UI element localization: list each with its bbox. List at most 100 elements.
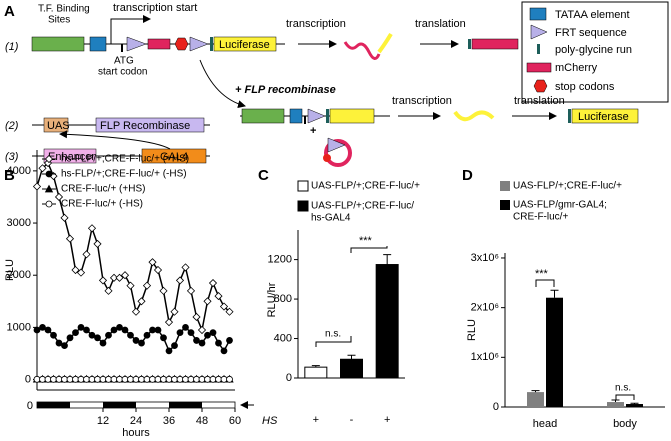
- tataa: [289, 108, 303, 124]
- marker: [83, 375, 90, 383]
- marker: [110, 375, 118, 383]
- y-axis-label: RLU: [4, 259, 16, 281]
- legend-label: UAS-FLP/+;CRE-F-luc/+: [311, 181, 420, 192]
- x-tick-label: 12: [97, 415, 109, 427]
- plus: +: [310, 125, 316, 137]
- luciferase-box: [213, 36, 277, 52]
- marker: [192, 312, 201, 322]
- marker: [120, 271, 130, 280]
- frt: [307, 108, 326, 124]
- legend-label: hs-GAL4: [311, 213, 351, 224]
- marker: [72, 375, 79, 383]
- marker: [71, 265, 80, 275]
- marker: [93, 239, 102, 248]
- bar: [607, 402, 624, 407]
- marker: [38, 164, 47, 173]
- legend-swatch: [297, 200, 309, 212]
- marker: [54, 192, 64, 202]
- legend-swatch: [530, 24, 548, 40]
- marker: [45, 170, 53, 178]
- frt: [189, 36, 209, 52]
- marker: [204, 331, 211, 339]
- marker: [44, 184, 54, 193]
- marker: [61, 375, 68, 383]
- y-tick-label: 1x10⁶: [471, 351, 499, 363]
- uas-box: [43, 117, 69, 133]
- polyg: [468, 39, 471, 49]
- luciferase-protein: [571, 108, 639, 124]
- x-tick-label: +: [313, 414, 319, 426]
- legend-label: mCherry: [555, 62, 598, 74]
- marker: [72, 329, 79, 337]
- error-bar: [611, 399, 620, 403]
- x-tick-label: -: [350, 414, 354, 426]
- y-tick-label: 4000: [7, 165, 31, 177]
- y-tick-label: 800: [274, 293, 292, 305]
- tss-label: transcription start: [113, 2, 197, 14]
- y-tick-label: 3x10⁶: [471, 252, 499, 264]
- marker: [131, 307, 141, 316]
- tss-arrow: [110, 15, 151, 44]
- marker: [121, 375, 129, 383]
- legend-swatch: [297, 180, 309, 192]
- dark-phase: [37, 402, 70, 408]
- marker: [160, 334, 167, 342]
- polyg: [210, 37, 213, 51]
- marker: [193, 337, 200, 344]
- flp-arrow: [199, 59, 246, 109]
- marker: [83, 326, 90, 334]
- tf-sites: [241, 108, 285, 124]
- marker: [226, 337, 233, 344]
- marker: [182, 323, 189, 331]
- marker: [77, 323, 85, 331]
- bracket: [535, 279, 555, 287]
- y-tick-label: 1000: [7, 321, 31, 333]
- marker: [33, 375, 41, 383]
- marker: [187, 329, 195, 337]
- marker: [39, 323, 46, 331]
- gal4-box: [141, 148, 207, 164]
- marker: [44, 326, 52, 334]
- bar: [340, 358, 363, 379]
- marker: [226, 375, 233, 383]
- bar: [375, 264, 399, 379]
- y-tick-label: 3000: [7, 217, 31, 229]
- marker: [44, 154, 54, 164]
- x-tick-label: body: [613, 418, 637, 430]
- translation-label: translation: [415, 18, 466, 30]
- marker: [170, 307, 179, 316]
- marker: [45, 200, 53, 208]
- bar: [527, 392, 544, 407]
- marker: [203, 297, 212, 306]
- row-label: (1): [5, 41, 19, 53]
- marker: [99, 339, 107, 347]
- mrna: [343, 41, 381, 60]
- marker: [88, 375, 96, 383]
- legend-swatch: [500, 200, 510, 210]
- annotation: n.s.: [615, 383, 631, 394]
- bar: [304, 366, 328, 379]
- error-bar: [630, 402, 639, 405]
- marker: [32, 182, 42, 191]
- dark-phase: [103, 402, 136, 408]
- marker: [176, 329, 184, 337]
- legend-label: UAS-FLP/gmr-GAL4;: [513, 200, 607, 211]
- marker: [220, 347, 228, 355]
- marker: [105, 375, 112, 383]
- x-tick-label: head: [533, 418, 557, 430]
- marker: [33, 326, 41, 334]
- bar: [626, 404, 643, 407]
- mrna: [377, 32, 393, 54]
- marker: [104, 286, 113, 295]
- stop: [174, 37, 189, 51]
- mcherry-protein: [471, 38, 519, 50]
- marker: [143, 331, 151, 339]
- annotation: ***: [535, 268, 549, 280]
- marker: [165, 347, 173, 355]
- luciferase-label: Luciferase: [219, 39, 270, 51]
- bar: [546, 297, 563, 407]
- legend-label: CRE-F-luc/+ (+HS): [61, 184, 145, 195]
- y-tick-label: 1200: [268, 254, 292, 266]
- panel-label: B: [4, 167, 15, 184]
- marker: [116, 375, 123, 383]
